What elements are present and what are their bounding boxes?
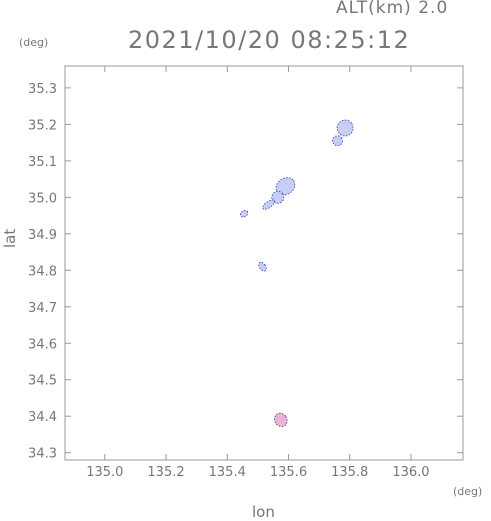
y-tick-label: 34.3 (28, 447, 57, 462)
datetime-title: 2021/10/20 08:25:12 (128, 26, 411, 54)
x-tick-label: 135.4 (209, 465, 246, 480)
y-tick-label: 35.2 (28, 118, 57, 133)
y-tick-label: 34.6 (28, 337, 57, 352)
x-tick-label: 136.0 (392, 465, 429, 480)
y-tick-label: 34.7 (28, 301, 57, 316)
x-axis-label: lon (252, 503, 275, 521)
y-tick-label: 34.8 (28, 264, 57, 279)
y-axis-unit: (deg) (19, 36, 49, 49)
echo-area (262, 199, 275, 210)
y-tick-label: 34.9 (28, 228, 57, 243)
y-tick-label: 35.0 (28, 191, 57, 206)
y-tick-label: 35.1 (28, 155, 57, 170)
x-tick-label: 135.0 (86, 465, 123, 480)
x-axis-unit: (deg) (453, 485, 483, 498)
y-tick-label: 34.5 (28, 374, 57, 389)
altitude-label-text: ALT(km) (336, 0, 412, 18)
echo-area (239, 209, 249, 218)
echo-areas (239, 119, 354, 427)
altitude-label: ALT(km) 2.0 (336, 0, 448, 18)
echo-area (258, 261, 267, 272)
altitude-value: 2.0 (418, 0, 449, 18)
y-axis-ticks: 34.3 34.4 34.5 34.6 34.7 34.8 34.9 35.0 35.1 35.2… (28, 82, 463, 462)
x-tick-label: 135.6 (270, 465, 307, 480)
y-tick-label: 35.3 (28, 82, 57, 97)
x-tick-label: 135.2 (147, 465, 184, 480)
x-axis-ticks: 135.0 135.2 135.4 135.6 135.8 136.0 (86, 66, 430, 480)
y-tick-label: 34.4 (28, 410, 57, 425)
echo-area (336, 119, 354, 137)
echo-area (332, 135, 343, 147)
x-tick-label: 135.8 (331, 465, 368, 480)
plot-frame (64, 65, 464, 461)
echo-area (274, 412, 288, 427)
